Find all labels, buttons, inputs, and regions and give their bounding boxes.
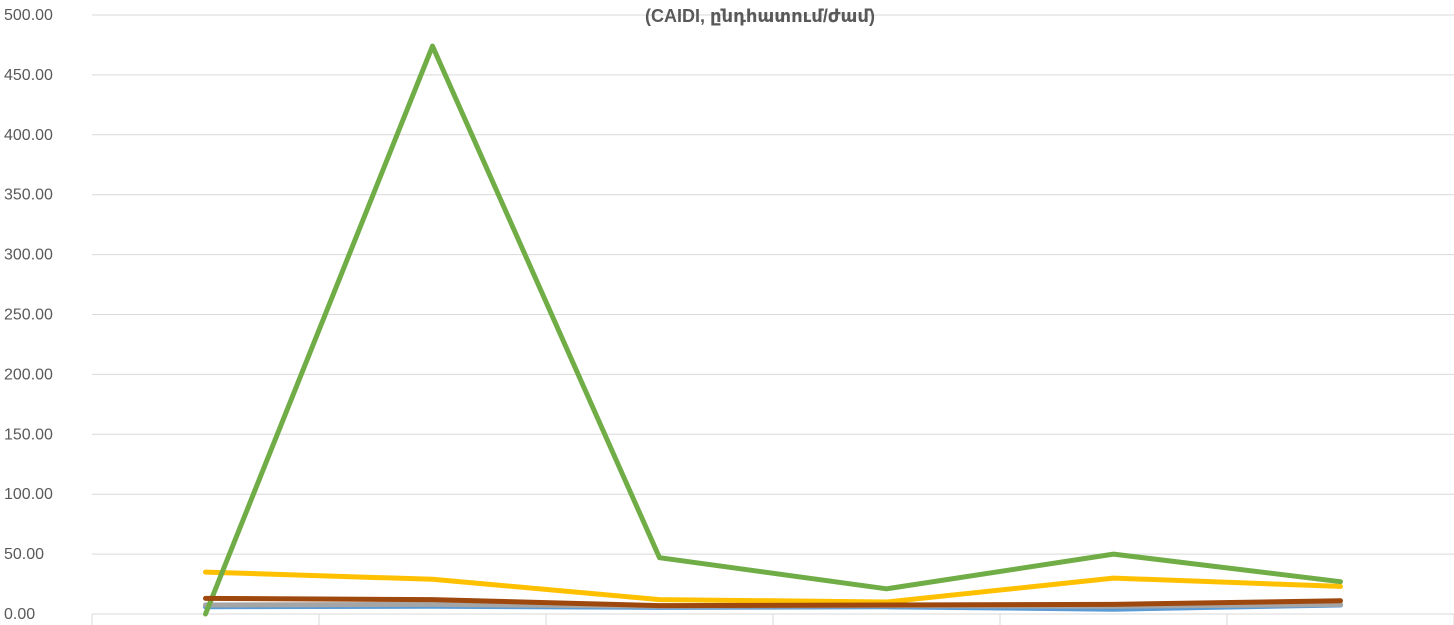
series-lines <box>203 43 1343 617</box>
x-tick-label: 2012 <box>869 623 905 625</box>
series-line-5 <box>203 595 1343 609</box>
gridlines <box>92 14 1454 615</box>
x-tick-labels: 2009 2010 2011 2012 2013 2014 <box>188 623 1359 625</box>
y-tick-label: 250.00 <box>4 307 53 324</box>
y-axis: 0.00 50.00 100.00 150.00 200.00 250.00 300.00 3… <box>4 7 53 623</box>
y-tick-label: 100.00 <box>4 486 53 503</box>
y-tick-label: 50.00 <box>4 546 44 563</box>
y-tick-label: 450.00 <box>4 67 53 84</box>
y-tick-label: 0.00 <box>4 606 35 623</box>
x-tick-label: 2014 <box>1323 623 1359 625</box>
x-tick-label: 2009 <box>188 623 224 625</box>
y-tick-label: 300.00 <box>4 247 53 264</box>
y-tick-label: 200.00 <box>4 366 53 383</box>
y-tick-label: 500.00 <box>4 7 53 24</box>
y-tick-label: 350.00 <box>4 187 53 204</box>
y-tick-label: 400.00 <box>4 127 53 144</box>
y-tick-label: 150.00 <box>4 426 53 443</box>
series-line-3 <box>203 569 1343 605</box>
x-tick-label: 2010 <box>415 623 451 625</box>
x-axis <box>91 614 1454 625</box>
series-line-4 <box>203 43 1343 617</box>
chart-title: (CAIDI, ընդհատում/ժամ) <box>645 6 875 26</box>
x-tick-label: 2011 <box>642 623 677 625</box>
x-tick-label: 2013 <box>1096 623 1132 625</box>
